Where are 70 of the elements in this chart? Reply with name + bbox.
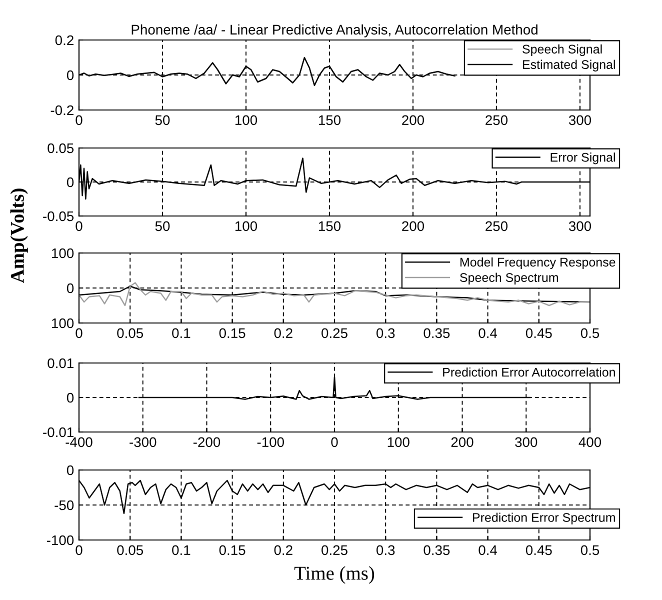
y-tick-label: 0.2 [55, 35, 74, 46]
x-axis-title: Time (ms) [294, 566, 374, 584]
x-tick-label: 0 [76, 221, 82, 232]
x-tick-label: 0.2 [274, 545, 292, 556]
x-tick-label: 100 [235, 115, 258, 126]
x-tick-label: 0.15 [219, 328, 246, 338]
x-tick-label: 0.05 [117, 545, 144, 556]
x-tick-label: 0.3 [376, 545, 395, 556]
x-tick-label: 0.1 [172, 328, 190, 338]
x-tick-label: 0 [76, 115, 82, 126]
x-tick-label: 0 [76, 545, 82, 556]
y-tick-label: 100 [52, 248, 74, 258]
x-tick-label: 0.3 [376, 328, 395, 338]
x-tick-label: 150 [318, 221, 341, 232]
x-tick-label: -100 [257, 437, 284, 448]
x-tick-label: 0.05 [117, 328, 144, 338]
y-tick-label: -50 [54, 500, 74, 510]
x-tick-label: 300 [568, 115, 592, 126]
x-tick-label: 0.35 [424, 328, 450, 338]
x-tick-label: 0.2 [274, 328, 292, 338]
x-tick-label: 0.5 [580, 328, 600, 338]
legend-label: Error Signal [550, 152, 615, 164]
x-tick-label: 200 [451, 437, 474, 448]
chart-title: Phoneme /aa/ - Linear Predictive Analysis, Autocorrelation Method [132, 24, 538, 38]
y-tick-label: 0 [66, 177, 74, 188]
x-tick-label: -200 [193, 437, 220, 448]
x-tick-label: -400 [66, 437, 92, 448]
x-tick-label: 300 [568, 221, 592, 232]
y-tick-label: -0.05 [43, 211, 74, 222]
x-tick-label: 100 [235, 221, 258, 232]
x-tick-label: 0.4 [478, 328, 498, 338]
x-tick-label: 200 [402, 115, 424, 126]
y-tick-label: 100 [52, 318, 74, 328]
y-tick-label: 0 [66, 283, 74, 294]
legend-label: Model Frequency Response [460, 257, 616, 270]
x-tick-label: 0.25 [322, 328, 348, 338]
x-tick-label: 0.45 [526, 545, 552, 556]
x-tick-label: 0 [331, 437, 338, 448]
x-tick-label: 0.25 [322, 545, 348, 556]
y-axis-title: Amp(Volts) [10, 188, 28, 284]
x-tick-label: 50 [155, 221, 170, 232]
x-tick-label: 0.5 [580, 545, 600, 556]
x-tick-label: 250 [486, 221, 508, 232]
y-tick-label: -0.01 [43, 427, 74, 438]
x-tick-label: 0.1 [172, 545, 190, 556]
y-tick-label: 0 [66, 70, 74, 80]
x-tick-label: 0 [76, 328, 82, 338]
y-tick-label: 0.01 [48, 358, 74, 368]
legend-label: Estimated Signal [523, 60, 615, 72]
legend-label: Speech Spectrum [460, 272, 558, 284]
x-tick-label: 0.35 [424, 545, 450, 556]
x-tick-label: 250 [486, 115, 508, 126]
legend-label: Speech Signal [522, 44, 602, 56]
legend-label: Prediction Error Autocorrelation [443, 367, 615, 377]
x-tick-label: 300 [515, 437, 538, 448]
x-tick-label: -300 [130, 437, 156, 448]
legend-label: Prediction Error Spectrum [473, 512, 615, 524]
y-tick-label: 0 [66, 392, 74, 403]
y-tick-label: 0.05 [48, 143, 74, 154]
x-tick-label: 0.45 [526, 328, 552, 338]
y-tick-label: -0.2 [50, 105, 74, 116]
x-tick-label: 50 [155, 115, 170, 126]
x-tick-label: 0.4 [478, 545, 498, 556]
x-tick-label: 200 [402, 221, 424, 232]
x-tick-label: 100 [388, 437, 410, 448]
x-tick-label: 0.15 [219, 545, 246, 556]
x-tick-label: 400 [578, 437, 602, 448]
x-tick-label: 150 [318, 115, 341, 126]
y-tick-label: 0 [66, 465, 74, 476]
y-tick-label: -100 [46, 535, 74, 546]
